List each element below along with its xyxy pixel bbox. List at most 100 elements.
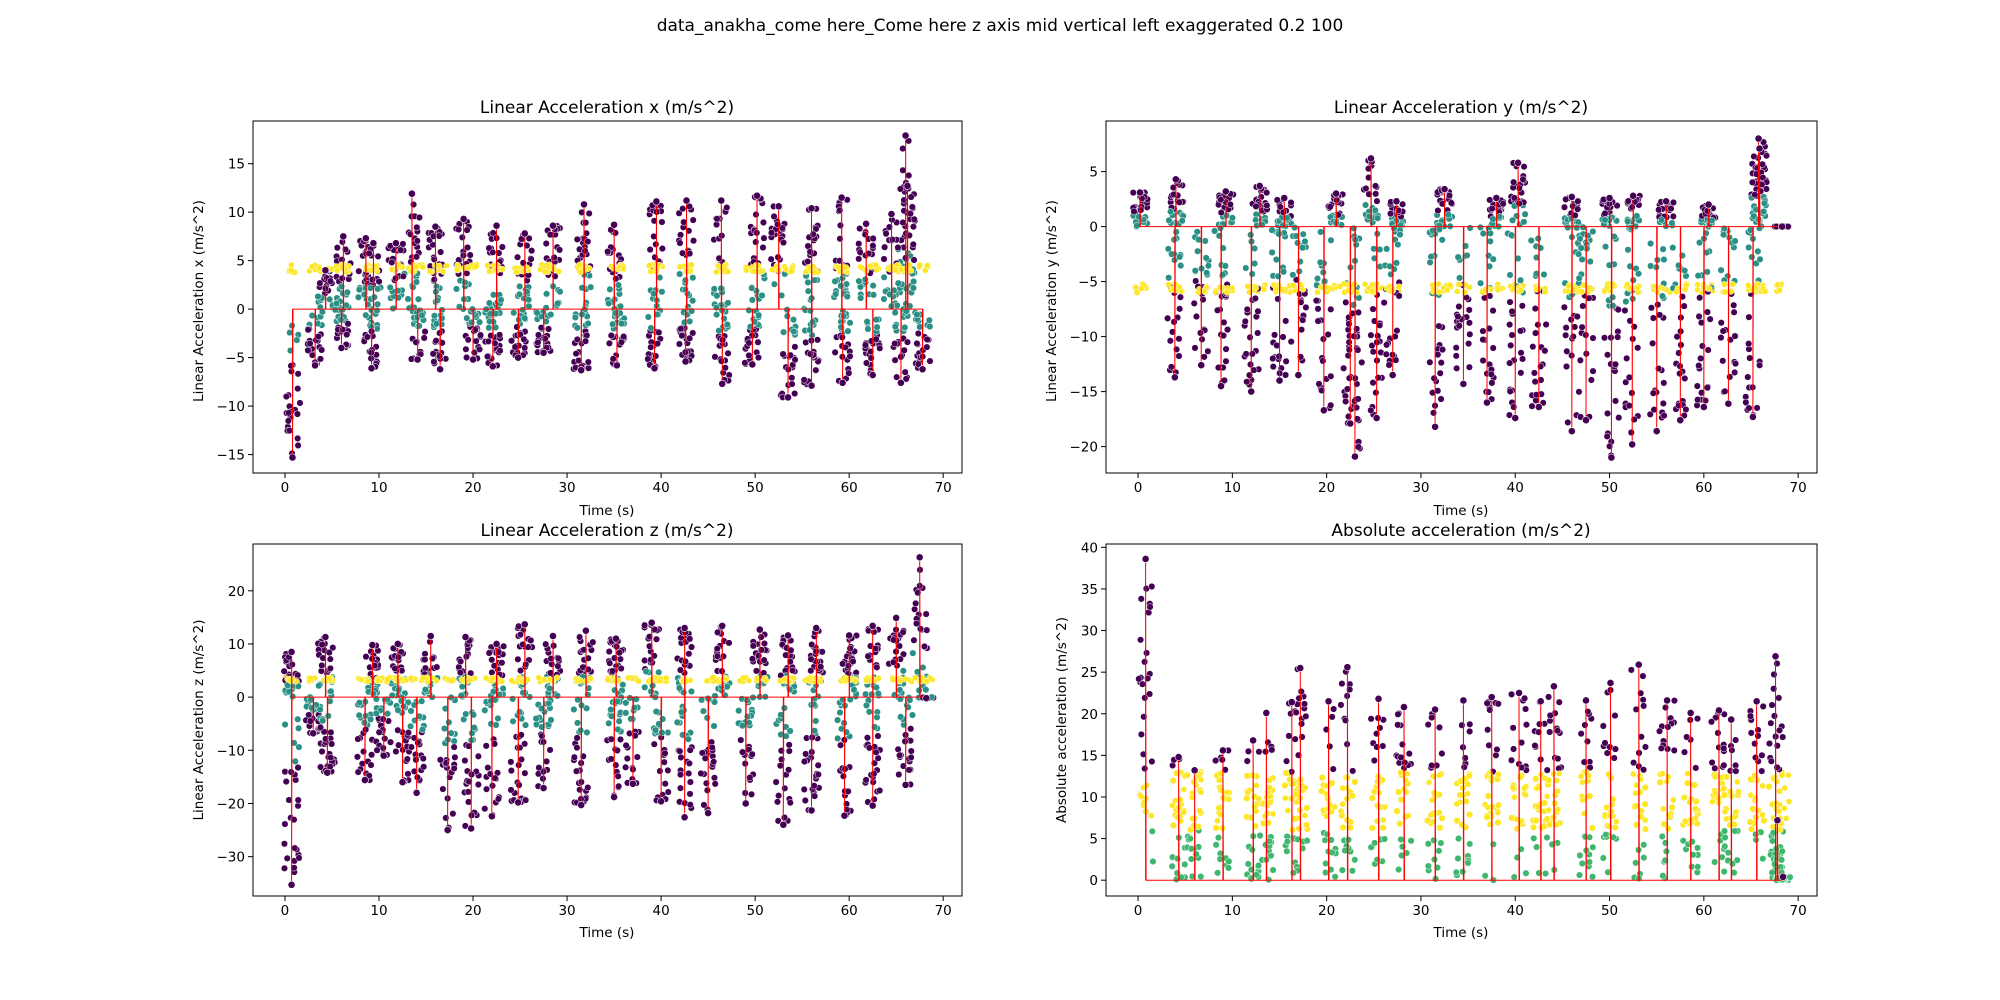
scatter-point	[901, 368, 909, 376]
scatter-point	[1223, 289, 1231, 296]
scatter-point	[1748, 253, 1756, 261]
scatter-point	[865, 744, 873, 752]
scatter-point	[926, 322, 934, 331]
scatter-point	[897, 713, 905, 721]
data-point	[1294, 371, 1303, 379]
scatter-point	[1192, 312, 1201, 321]
scatter-point	[913, 310, 921, 319]
scatter-point	[1169, 183, 1177, 192]
scatter-point	[418, 697, 426, 705]
scatter-point	[522, 796, 530, 804]
scatter-point	[658, 245, 666, 253]
scatter-point	[604, 248, 612, 256]
scatter-point	[388, 258, 396, 266]
scatter-point	[1586, 284, 1593, 291]
scatter-point	[626, 694, 634, 702]
scatter-point	[652, 352, 660, 360]
scatter-point	[836, 709, 844, 717]
scatter-point	[291, 844, 299, 852]
data-point	[1754, 134, 1763, 143]
plot-frame	[1105, 543, 1818, 897]
scatter-point	[907, 725, 915, 733]
scatter-point	[1647, 262, 1655, 270]
scatter-point	[1148, 827, 1156, 835]
data-point	[868, 801, 877, 810]
scatter-point	[415, 712, 423, 720]
scatter-point	[1382, 350, 1390, 358]
scatter-point	[316, 279, 324, 287]
data-point	[807, 204, 816, 213]
scatter-point	[577, 726, 585, 734]
scatter-point	[1680, 302, 1688, 310]
scatter-point	[920, 642, 929, 651]
scatter-point	[486, 770, 494, 778]
scatter-point	[314, 319, 322, 328]
scatter-point	[850, 686, 858, 694]
scatter-point	[1563, 347, 1571, 355]
scatter-point	[326, 675, 333, 682]
scatter-point	[397, 697, 405, 705]
scatter-point	[908, 203, 916, 211]
x-tick-label: 20	[464, 480, 481, 496]
data-point	[704, 809, 713, 817]
scatter-point	[1660, 256, 1668, 264]
scatter-point	[715, 254, 723, 262]
scatter-point	[605, 339, 613, 347]
scatter-point	[724, 349, 732, 357]
scatter-point	[516, 708, 524, 716]
data-point	[1171, 175, 1180, 184]
scatter-point	[1455, 322, 1463, 330]
scatter-point	[607, 332, 615, 340]
data-point	[1372, 414, 1381, 422]
scatter-point	[808, 640, 816, 649]
scatter-point	[1444, 211, 1452, 219]
data-point	[612, 634, 620, 643]
scatter-point	[553, 674, 561, 681]
scatter-point	[1394, 241, 1402, 249]
scatter-point	[686, 801, 694, 809]
scatter-point	[1573, 224, 1581, 232]
scatter-point	[800, 757, 808, 766]
scatter-point	[724, 299, 732, 307]
scatter-point	[912, 599, 920, 607]
scatter-point	[1178, 217, 1186, 225]
scatter-point	[327, 753, 335, 762]
scatter-point	[1520, 163, 1528, 171]
scatter-point	[525, 296, 533, 304]
scatter-texture	[282, 137, 934, 458]
scatter-point	[713, 268, 720, 276]
scatter-point	[1660, 379, 1668, 387]
scatter-point	[1282, 357, 1290, 365]
scatter-point	[736, 677, 744, 685]
scatter-point	[1251, 294, 1259, 302]
scatter-point	[542, 317, 550, 325]
scatter-point	[491, 740, 499, 748]
scatter-point	[861, 275, 869, 283]
scatter-point	[892, 266, 900, 273]
scatter-point	[1776, 287, 1783, 294]
data-point	[1431, 422, 1439, 431]
scatter-point	[1564, 223, 1572, 232]
y-axis-label: Linear Acceleration y (m/s^2)	[1044, 200, 1060, 402]
scatter-point	[676, 784, 685, 792]
scatter-point	[450, 743, 458, 751]
scatter-point	[1748, 178, 1756, 186]
scatter-point	[1516, 327, 1525, 335]
scatter-point	[881, 243, 889, 251]
scatter-point	[499, 684, 507, 693]
data-point	[1605, 194, 1614, 202]
data-point	[1319, 406, 1328, 415]
scatter-point	[308, 312, 316, 320]
scatter-point	[1435, 322, 1443, 330]
scatter-point	[762, 677, 770, 684]
scatter-point	[582, 219, 590, 227]
scatter-point	[1354, 443, 1363, 451]
scatter-point	[1393, 327, 1401, 335]
data-point	[392, 239, 400, 248]
scatter-point	[289, 692, 297, 701]
scatter-point	[1508, 307, 1516, 315]
scatter-point	[1708, 217, 1716, 225]
scatter-point	[813, 336, 822, 344]
scatter-point	[685, 759, 693, 767]
scatter-point	[791, 389, 799, 398]
